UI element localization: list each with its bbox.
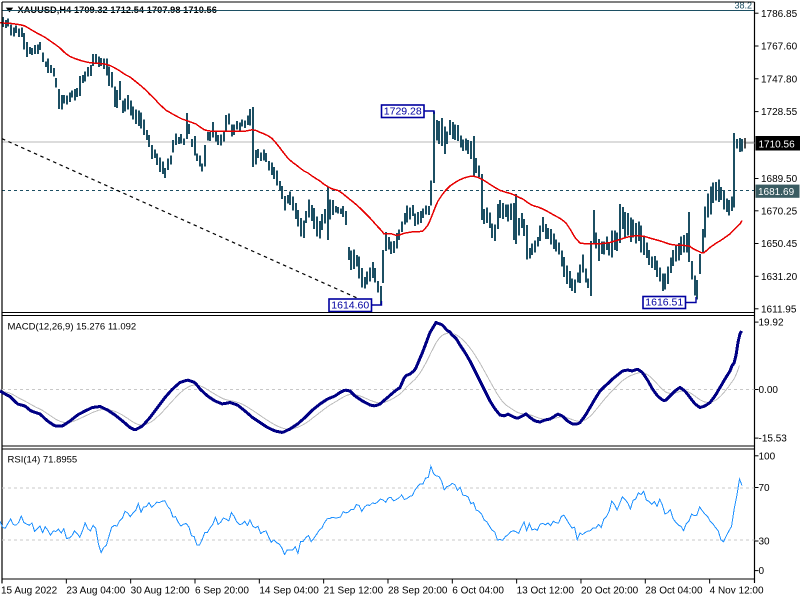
svg-text:MACD(12,26,9) 15.276 11.092: MACD(12,26,9) 15.276 11.092: [8, 322, 137, 333]
svg-text:-15.53: -15.53: [759, 434, 788, 445]
svg-text:28 Sep 20:00: 28 Sep 20:00: [388, 586, 448, 597]
svg-text:4 Nov 12:00: 4 Nov 12:00: [710, 586, 764, 597]
svg-text:1786.85: 1786.85: [761, 9, 798, 20]
svg-text:1729.28: 1729.28: [384, 106, 422, 118]
svg-text:1614.60: 1614.60: [331, 300, 369, 312]
svg-text:100: 100: [759, 451, 776, 462]
svg-text:1747.80: 1747.80: [761, 74, 798, 85]
svg-text:0: 0: [759, 566, 765, 577]
svg-text:1650.45: 1650.45: [761, 239, 798, 250]
svg-text:21 Sep 12:00: 21 Sep 12:00: [324, 586, 384, 597]
svg-text:1611.95: 1611.95: [761, 304, 797, 315]
svg-text:28 Oct 04:00: 28 Oct 04:00: [645, 586, 703, 597]
svg-text:RSI(14) 71.8955: RSI(14) 71.8955: [8, 455, 78, 466]
svg-text:1689.50: 1689.50: [761, 174, 798, 185]
svg-text:23 Aug 04:00: 23 Aug 04:00: [66, 586, 125, 597]
svg-text:30: 30: [759, 537, 771, 548]
svg-text:13 Oct 12:00: 13 Oct 12:00: [517, 586, 575, 597]
svg-text:14 Sep 04:00: 14 Sep 04:00: [259, 586, 319, 597]
svg-text:1670.25: 1670.25: [761, 206, 798, 217]
svg-text:1681.69: 1681.69: [758, 187, 795, 198]
svg-text:1710.56: 1710.56: [759, 139, 796, 150]
svg-text:1631.20: 1631.20: [761, 272, 798, 283]
svg-text:1767.60: 1767.60: [761, 42, 798, 53]
svg-text:30 Aug 12:00: 30 Aug 12:00: [131, 586, 190, 597]
svg-text:15 Aug 2022: 15 Aug 2022: [1, 586, 58, 597]
svg-text:1616.51: 1616.51: [645, 297, 683, 309]
svg-text:0.00: 0.00: [759, 385, 779, 396]
svg-text:19.92: 19.92: [759, 318, 784, 329]
svg-text:6 Oct 04:00: 6 Oct 04:00: [452, 586, 504, 597]
svg-text:6 Sep 20:00: 6 Sep 20:00: [195, 586, 249, 597]
svg-text:20 Oct 20:00: 20 Oct 20:00: [581, 586, 639, 597]
svg-text:1728.55: 1728.55: [761, 107, 798, 118]
svg-text:70: 70: [759, 483, 771, 494]
